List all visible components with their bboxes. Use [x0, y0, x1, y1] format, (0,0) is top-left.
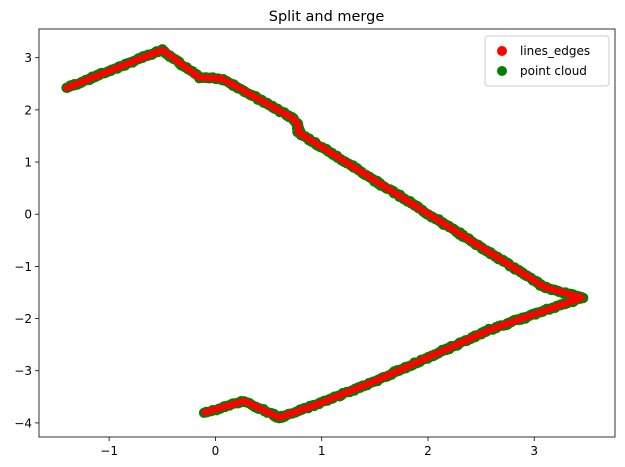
chart-title: Split and merge	[269, 9, 385, 25]
x-tick-label: 2	[424, 444, 432, 458]
y-tick-label: −1	[14, 260, 32, 274]
y-tick-label: 0	[24, 208, 32, 222]
y-tick-label: 3	[24, 51, 32, 65]
legend-label-point-cloud: point cloud	[520, 64, 587, 78]
legend-marker-lines-edges	[497, 46, 507, 56]
x-tick-label: 1	[318, 444, 326, 458]
x-tick-label: 3	[530, 444, 538, 458]
y-tick-label: 1	[24, 156, 32, 170]
y-tick-label: −3	[14, 364, 32, 378]
y-tick-label: 2	[24, 103, 32, 117]
x-tick-label: −1	[100, 444, 118, 458]
legend-marker-point-cloud	[497, 66, 507, 76]
y-tick-label: −2	[14, 312, 32, 326]
lines-edges-point	[201, 409, 208, 416]
legend: lines_edges point cloud	[485, 36, 609, 86]
x-tick-label: 0	[212, 444, 220, 458]
y-tick-label: −4	[14, 416, 32, 430]
x-axis: −1 0 1 2 3	[100, 437, 538, 458]
plot-area	[39, 29, 615, 437]
y-axis: −4 −3 −2 −1 0 1 2 3	[14, 51, 39, 430]
legend-label-lines-edges: lines_edges	[520, 44, 590, 58]
